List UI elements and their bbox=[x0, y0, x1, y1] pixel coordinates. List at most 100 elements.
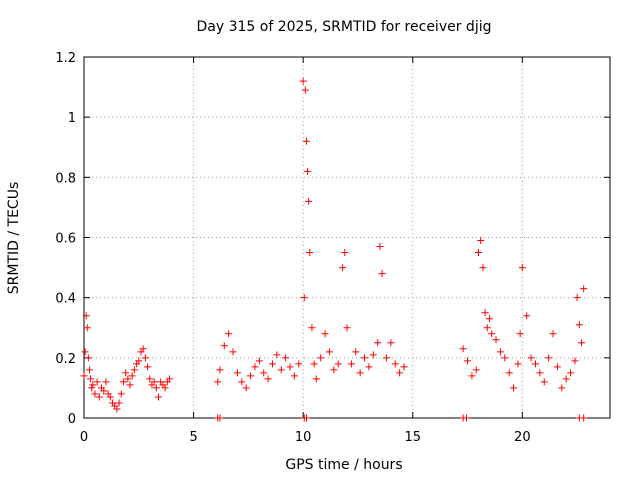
data-point bbox=[225, 330, 233, 338]
plot-frame bbox=[83, 56, 611, 419]
data-point bbox=[343, 324, 351, 332]
data-point bbox=[155, 393, 163, 401]
grid bbox=[84, 57, 610, 418]
data-point bbox=[571, 357, 579, 365]
data-point bbox=[573, 294, 581, 302]
data-point bbox=[306, 249, 314, 257]
data-point bbox=[308, 324, 316, 332]
y-axis-label: SRMTID / TECUs bbox=[6, 182, 22, 295]
y-tick-label: 0.4 bbox=[55, 292, 76, 307]
data-point bbox=[165, 375, 173, 383]
data-point bbox=[150, 378, 158, 386]
y-tick-label: 1.2 bbox=[55, 51, 76, 66]
y-tick-label: 0.6 bbox=[55, 232, 76, 247]
data-point bbox=[334, 360, 342, 368]
data-point bbox=[87, 375, 95, 383]
y-tick-label: 0.8 bbox=[55, 171, 76, 186]
data-point bbox=[141, 354, 149, 362]
data-point bbox=[481, 309, 489, 317]
data-point bbox=[580, 285, 588, 293]
data-point bbox=[553, 363, 561, 371]
data-point bbox=[475, 249, 482, 257]
data-point bbox=[396, 369, 404, 377]
data-point bbox=[514, 360, 522, 368]
x-axis-label: GPS time / hours bbox=[285, 457, 402, 473]
data-point bbox=[139, 345, 147, 353]
data-point bbox=[464, 357, 472, 365]
data-point bbox=[247, 372, 255, 380]
data-point bbox=[483, 324, 491, 332]
data-point bbox=[238, 378, 246, 386]
data-point bbox=[300, 294, 308, 302]
data-point bbox=[304, 167, 312, 175]
data-point bbox=[305, 197, 313, 205]
data-point bbox=[496, 348, 504, 356]
data-point bbox=[106, 393, 114, 401]
data-point bbox=[102, 378, 110, 386]
data-point bbox=[290, 372, 298, 380]
data-point bbox=[472, 366, 480, 374]
data-point bbox=[273, 351, 281, 359]
data-point bbox=[321, 330, 329, 338]
data-point bbox=[459, 345, 467, 353]
data-point bbox=[144, 363, 152, 371]
data-point bbox=[382, 354, 390, 362]
data-point bbox=[540, 378, 548, 386]
data-point bbox=[356, 369, 364, 377]
x-tick-label: 5 bbox=[189, 430, 197, 445]
data-point bbox=[216, 366, 224, 374]
data-point bbox=[122, 369, 130, 377]
data-point bbox=[115, 399, 123, 407]
data-point bbox=[80, 372, 88, 380]
data-point bbox=[82, 312, 90, 320]
x-tick-label: 10 bbox=[295, 430, 312, 445]
axis-ticks: 0 0.2 0.4 0.6 0.8 1 1.2 0 5 10 15 20 bbox=[55, 51, 610, 445]
data-point bbox=[518, 264, 526, 272]
data-point bbox=[387, 339, 395, 347]
data-point bbox=[523, 312, 531, 320]
data-point bbox=[119, 378, 127, 386]
data-point bbox=[527, 354, 535, 362]
data-points bbox=[80, 77, 588, 422]
data-point bbox=[81, 348, 89, 356]
data-point bbox=[260, 369, 268, 377]
data-point bbox=[531, 360, 539, 368]
data-point bbox=[516, 330, 524, 338]
data-point bbox=[400, 363, 408, 371]
data-point bbox=[341, 249, 349, 257]
data-point bbox=[128, 372, 136, 380]
x-tick-label: 15 bbox=[404, 430, 421, 445]
data-point bbox=[391, 360, 399, 368]
data-point bbox=[233, 369, 241, 377]
data-point bbox=[488, 330, 496, 338]
data-point bbox=[214, 378, 222, 386]
chart-title: Day 315 of 2025, SRMTID for receiver dji… bbox=[197, 19, 492, 35]
data-point bbox=[325, 348, 333, 356]
data-point bbox=[462, 414, 470, 422]
data-point bbox=[567, 369, 575, 377]
data-point bbox=[229, 348, 237, 356]
data-point bbox=[365, 363, 373, 371]
data-point bbox=[268, 360, 276, 368]
data-point bbox=[135, 357, 143, 365]
data-point bbox=[492, 336, 500, 344]
data-point bbox=[536, 369, 544, 377]
data-point bbox=[130, 366, 138, 374]
data-point bbox=[505, 369, 513, 377]
data-point bbox=[501, 354, 509, 362]
data-point bbox=[468, 372, 476, 380]
data-point bbox=[88, 384, 96, 392]
data-point bbox=[301, 86, 309, 94]
data-point bbox=[578, 339, 586, 347]
data-point bbox=[84, 354, 92, 362]
data-point bbox=[126, 381, 134, 389]
data-point bbox=[83, 324, 91, 332]
data-point bbox=[242, 384, 250, 392]
data-point bbox=[282, 354, 290, 362]
data-point bbox=[255, 357, 263, 365]
data-point bbox=[124, 375, 132, 383]
y-tick-label: 0.2 bbox=[55, 352, 76, 367]
data-point bbox=[485, 315, 493, 323]
data-point bbox=[161, 384, 169, 392]
